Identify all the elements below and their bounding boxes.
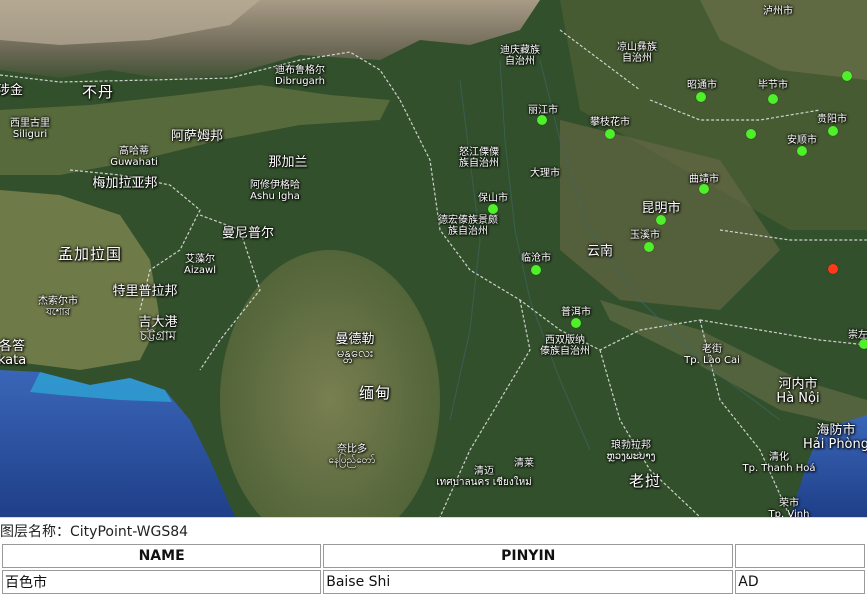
satellite-map[interactable]: 涉金 不丹 西里古里 Siliguri 高哈蒂 Guwahati 阿萨姆邦 迪布鲁格尔 Dibr… (0, 0, 867, 517)
city-point-chongzuo[interactable] (859, 339, 867, 349)
cell-name: 百色市 (2, 570, 322, 594)
table-row: 百色市 Baise Shi AD (2, 570, 865, 594)
cell-extra: AD (735, 570, 865, 594)
city-point-liupanshui[interactable] (746, 129, 756, 139)
attribute-table: NAME PINYIN 百色市 Baise Shi AD (0, 542, 867, 596)
city-point-guiyang[interactable] (828, 126, 838, 136)
satellite-basemap (0, 0, 867, 517)
city-point-bijie[interactable] (768, 94, 778, 104)
city-point-northeast[interactable] (842, 71, 852, 81)
column-header-pinyin: PINYIN (323, 544, 734, 568)
city-point-panzhihua[interactable] (605, 129, 615, 139)
city-point-zhaotong[interactable] (696, 92, 706, 102)
column-header-name: NAME (2, 544, 322, 568)
layer-name-label: 图层名称：CityPoint-WGS84 (0, 524, 189, 540)
city-point-anshun[interactable] (797, 146, 807, 156)
city-point-yuxi[interactable] (644, 242, 654, 252)
city-point-lincang[interactable] (531, 265, 541, 275)
cell-pinyin: Baise Shi (323, 570, 734, 594)
feature-info-panel: 图层名称：CityPoint-WGS84 NAME PINYIN 百色市 Bai… (0, 517, 867, 605)
city-point-puer[interactable] (571, 318, 581, 328)
city-point-baoshan[interactable] (488, 204, 498, 214)
city-point-kunming[interactable] (656, 215, 666, 225)
city-point-qujing[interactable] (699, 184, 709, 194)
attribute-table-header: NAME PINYIN (2, 544, 865, 568)
city-point-baise-selected[interactable] (828, 264, 838, 274)
column-header-extra (735, 544, 865, 568)
city-point-lijiang[interactable] (537, 115, 547, 125)
